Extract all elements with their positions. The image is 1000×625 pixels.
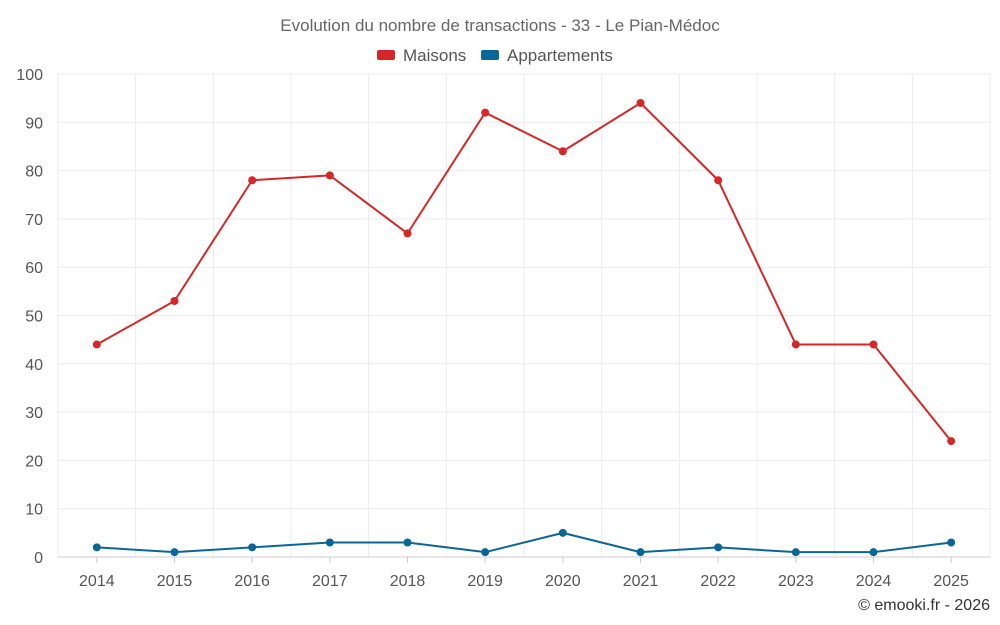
y-tick-label: 50 [25, 309, 43, 326]
y-tick-label: 100 [16, 67, 43, 84]
y-tick-label: 10 [25, 502, 43, 519]
y-tick-label: 90 [25, 115, 43, 132]
y-tick-label: 70 [25, 212, 43, 229]
data-point-appartements-2014[interactable] [92, 543, 101, 552]
data-point-maisons-2021[interactable] [636, 98, 645, 107]
series-line-appartements [96, 531, 952, 554]
legend-swatch-maisons [377, 50, 395, 60]
x-tick-label-2018: 2018 [390, 573, 426, 590]
y-tick-label: 60 [25, 260, 43, 277]
data-point-appartements-2019[interactable] [481, 548, 490, 557]
data-point-appartements-2016[interactable] [248, 543, 257, 552]
data-point-maisons-2024[interactable] [869, 340, 878, 349]
data-point-maisons-2014[interactable] [92, 340, 101, 349]
y-tick-label: 0 [34, 550, 43, 567]
x-tick-label-2020: 2020 [545, 573, 581, 590]
data-point-appartements-2025[interactable] [947, 538, 956, 547]
data-point-maisons-2019[interactable] [481, 108, 490, 117]
legend: Maisons Appartements [377, 46, 613, 65]
x-tick-label-2016: 2016 [234, 573, 270, 590]
legend-swatch-appartements [481, 50, 499, 60]
chart-title: Evolution du nombre de transactions - 33… [280, 16, 720, 35]
y-tick-label: 30 [25, 405, 43, 422]
y-axis-ticks: 0 10 20 30 40 50 60 70 80 90 100 [16, 67, 43, 567]
x-tick-label-2014: 2014 [79, 573, 115, 590]
data-point-maisons-2025[interactable] [947, 437, 956, 446]
x-tick-label-2025: 2025 [933, 573, 969, 590]
data-point-appartements-2023[interactable] [791, 548, 800, 557]
data-point-appartements-2024[interactable] [869, 548, 878, 557]
data-point-appartements-2020[interactable] [558, 528, 567, 537]
data-point-appartements-2022[interactable] [714, 543, 723, 552]
data-point-appartements-2018[interactable] [403, 538, 412, 547]
data-point-appartements-2015[interactable] [170, 548, 179, 557]
gridlines [57, 73, 991, 557]
legend-item-maisons[interactable]: Maisons [377, 46, 466, 65]
y-tick-label: 20 [25, 453, 43, 470]
data-point-appartements-2021[interactable] [636, 548, 645, 557]
y-tick-label: 40 [25, 357, 43, 374]
x-axis-ticks: 2014 2015 2016 2017 2018 2019 2020 2021 2022 2023… [79, 557, 969, 590]
data-point-appartements-2017[interactable] [325, 538, 334, 547]
x-tick-label-2024: 2024 [856, 573, 892, 590]
data-point-maisons-2022[interactable] [714, 176, 723, 185]
x-tick-label-2021: 2021 [623, 573, 659, 590]
x-tick-label-2017: 2017 [312, 573, 348, 590]
data-point-maisons-2018[interactable] [403, 229, 412, 238]
data-point-maisons-2015[interactable] [170, 297, 179, 306]
y-tick-label: 80 [25, 164, 43, 181]
data-point-maisons-2017[interactable] [325, 171, 334, 180]
legend-label-appartements: Appartements [507, 46, 613, 65]
legend-label-maisons: Maisons [403, 46, 466, 65]
x-tick-label-2015: 2015 [157, 573, 193, 590]
series-line-maisons [96, 101, 952, 442]
x-tick-label-2022: 2022 [700, 573, 736, 590]
series [92, 98, 956, 557]
credit-text: © emooki.fr - 2026 [858, 597, 990, 614]
data-point-maisons-2020[interactable] [558, 147, 567, 156]
data-point-maisons-2023[interactable] [791, 340, 800, 349]
x-tick-label-2019: 2019 [467, 573, 503, 590]
x-tick-label-2023: 2023 [778, 573, 814, 590]
data-point-maisons-2016[interactable] [248, 176, 257, 185]
legend-item-appartements[interactable]: Appartements [481, 46, 613, 65]
